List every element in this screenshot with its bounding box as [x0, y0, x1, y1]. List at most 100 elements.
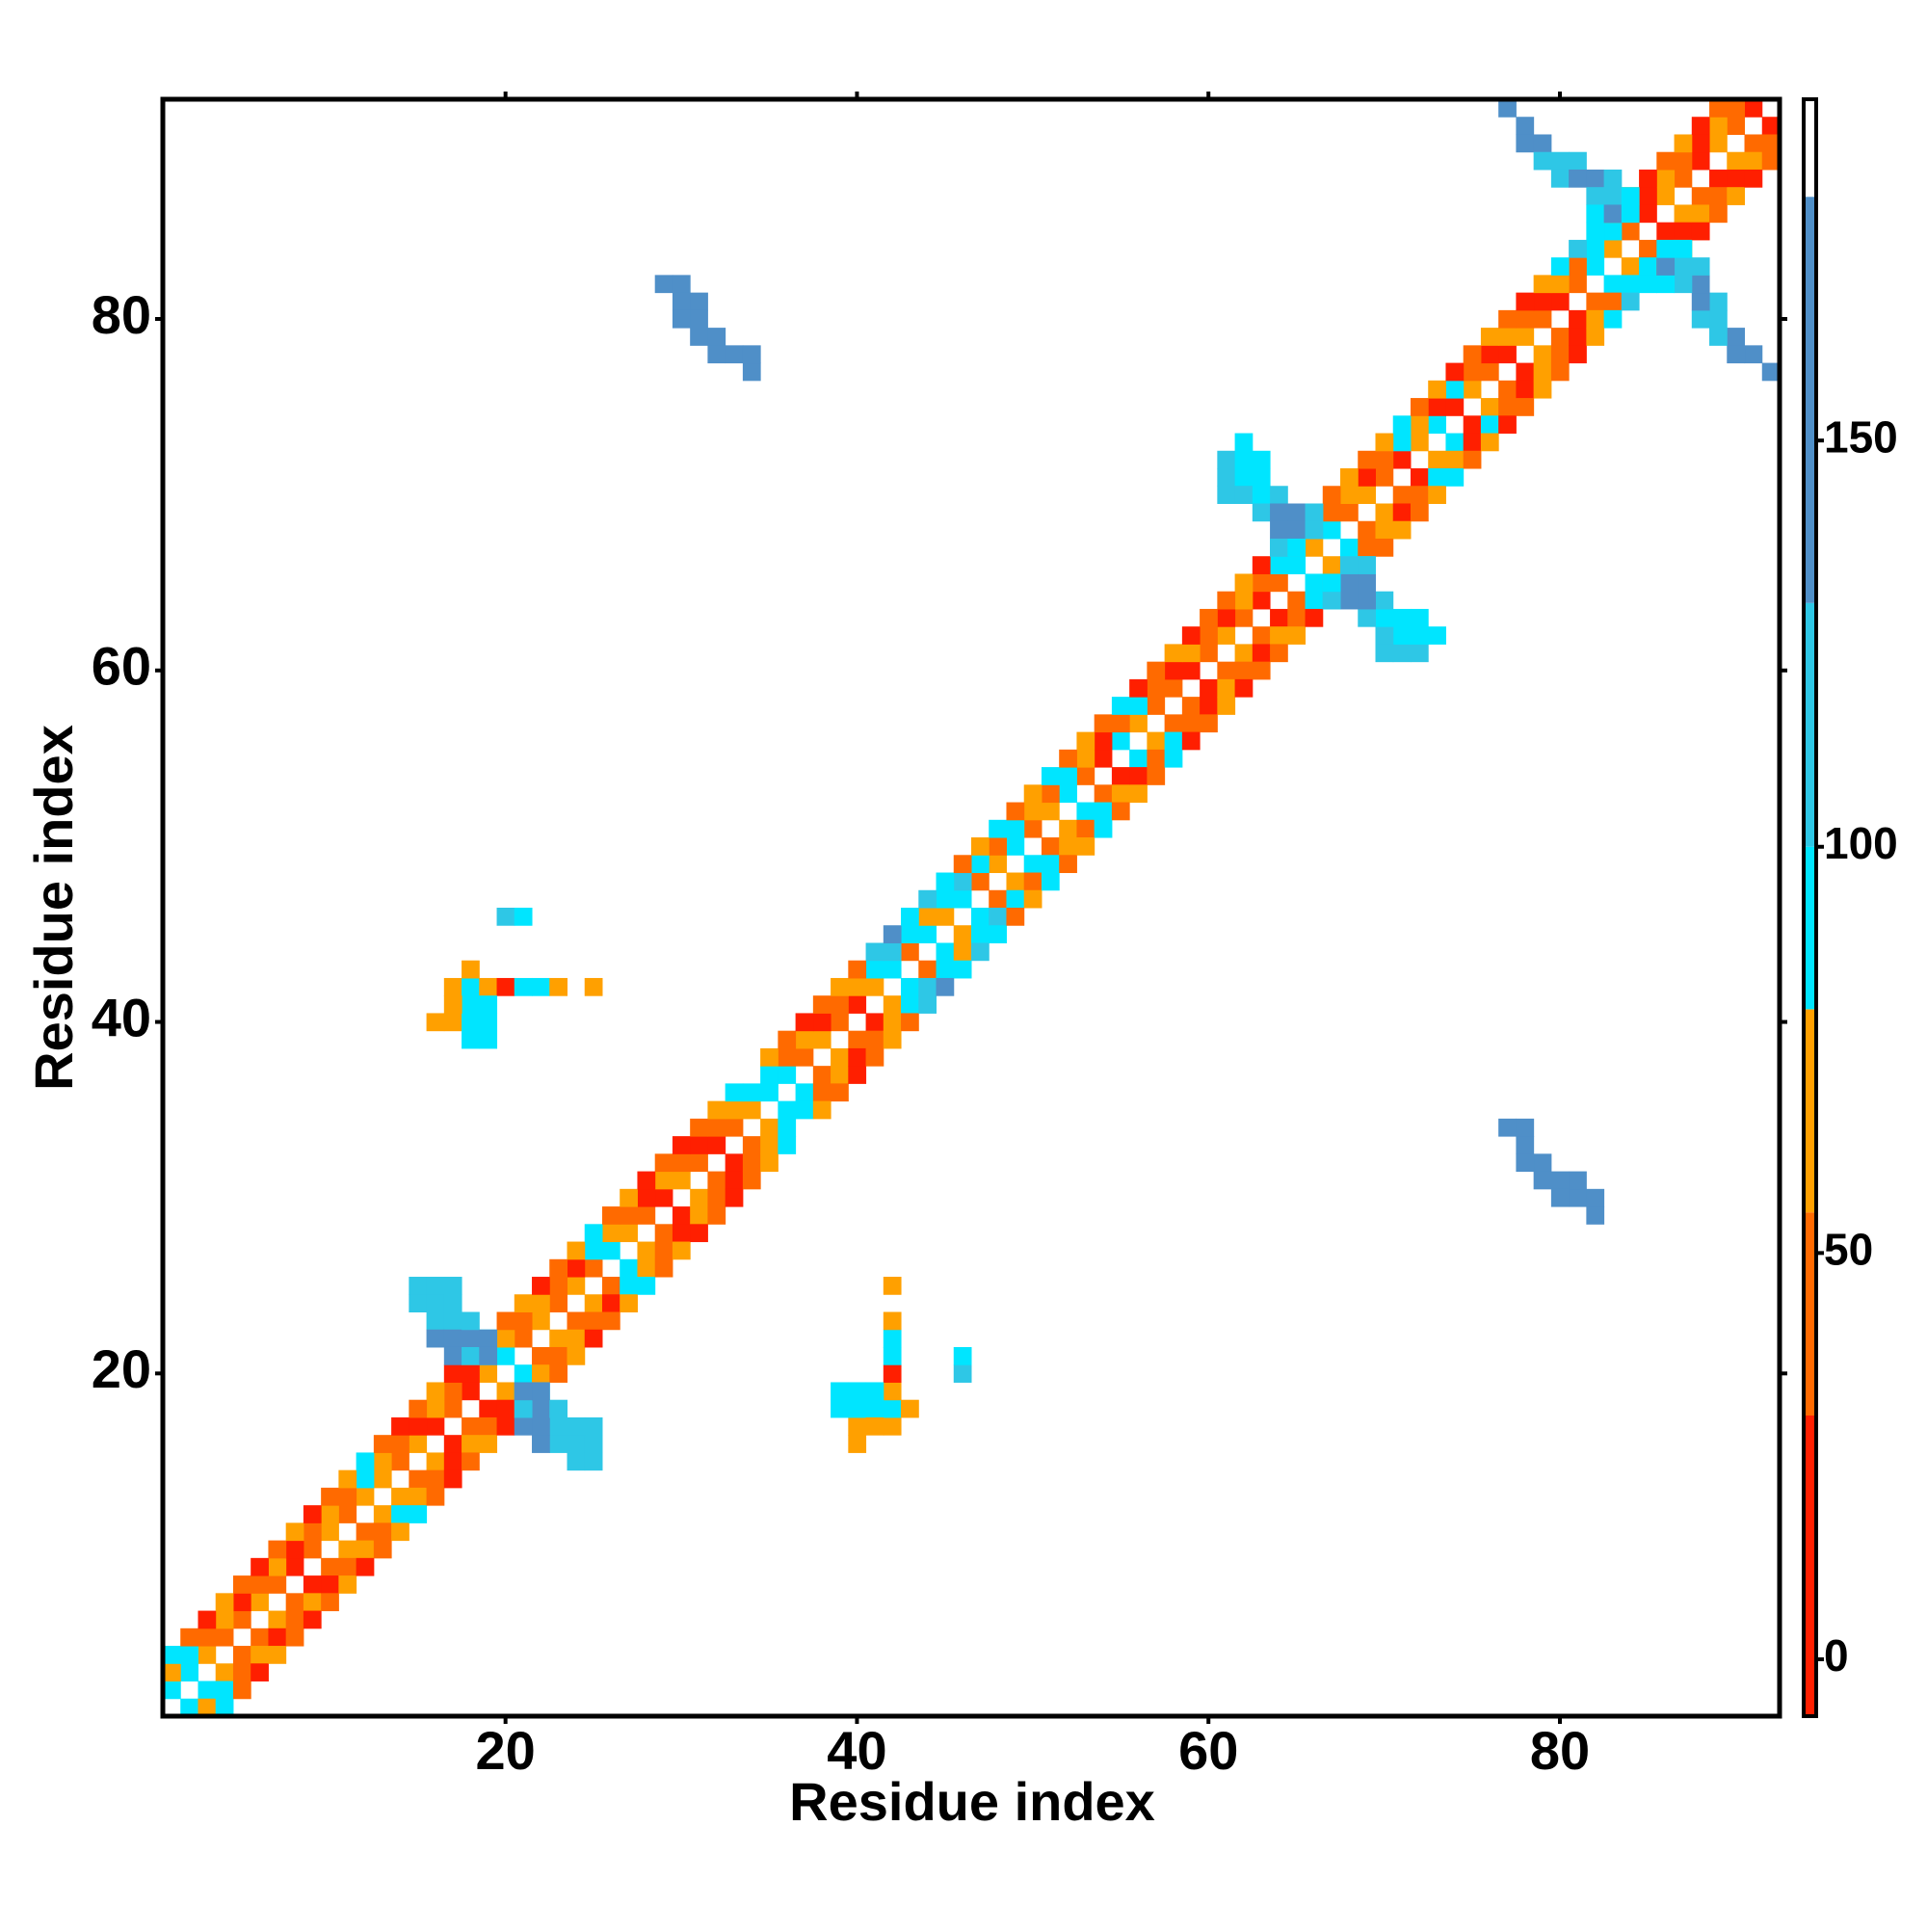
heatmap-cell — [1006, 802, 1025, 821]
heatmap-cell — [1569, 275, 1587, 294]
heatmap-cell — [251, 1628, 269, 1647]
heatmap-cell — [479, 1416, 498, 1436]
heatmap-cell — [1252, 644, 1271, 663]
heatmap-cell — [321, 1593, 339, 1612]
heatmap-cell — [1550, 151, 1570, 171]
heatmap-cell — [654, 1241, 673, 1260]
heatmap-cell — [232, 1663, 251, 1682]
heatmap-cell — [1550, 257, 1570, 276]
heatmap-cell — [1358, 468, 1376, 487]
heatmap-cell — [1498, 345, 1517, 364]
heatmap-cell — [1516, 134, 1535, 153]
heatmap-cell — [1252, 626, 1271, 645]
heatmap-cell — [1691, 204, 1710, 224]
colorbar-tick-label: 50 — [1824, 1225, 1873, 1275]
heatmap-cell — [690, 309, 708, 329]
heatmap-cell — [1340, 468, 1359, 487]
heatmap-cell — [936, 942, 955, 962]
heatmap-cell — [1428, 626, 1446, 645]
heatmap-cell — [303, 1575, 322, 1594]
heatmap-cell — [321, 1505, 339, 1523]
heatmap-cell — [567, 1277, 586, 1295]
heatmap-cell — [514, 1329, 533, 1348]
heatmap-cell — [1270, 556, 1288, 574]
heatmap-cell — [1586, 187, 1605, 205]
heatmap-cell — [760, 1083, 779, 1102]
heatmap-cell — [1234, 573, 1254, 593]
heatmap-cell — [725, 345, 744, 364]
heatmap-cell — [285, 1540, 304, 1559]
heatmap-cell — [1111, 784, 1130, 804]
heatmap-cell — [1164, 731, 1183, 751]
heatmap-cell — [426, 1452, 445, 1471]
heatmap-cell — [971, 837, 990, 856]
heatmap-cell — [1727, 345, 1746, 364]
heatmap-cell — [462, 1435, 480, 1453]
heatmap-cell — [865, 977, 884, 996]
heatmap-cell — [1358, 556, 1376, 574]
heatmap-cell — [1147, 731, 1166, 751]
heatmap-cell — [163, 1663, 181, 1682]
heatmap-cell — [180, 1663, 198, 1682]
heatmap-cell — [1621, 204, 1640, 224]
heatmap-cell — [180, 1698, 198, 1717]
heatmap-cell — [672, 275, 691, 294]
heatmap-cell — [831, 995, 849, 1014]
heatmap-cell — [426, 1382, 445, 1401]
heatmap-cell — [1709, 309, 1728, 329]
heatmap-cell — [901, 1399, 919, 1418]
heatmap-cell — [725, 1153, 744, 1173]
heatmap-cell — [1533, 1153, 1552, 1173]
heatmap-cell — [1761, 362, 1781, 382]
heatmap-cell — [338, 1487, 357, 1506]
heatmap-cell — [707, 1206, 726, 1225]
heatmap-cell — [1410, 644, 1429, 663]
heatmap-cell — [742, 1083, 761, 1102]
heatmap-cell — [391, 1435, 409, 1453]
heatmap-cell — [1164, 644, 1183, 663]
heatmap-cell — [725, 1100, 744, 1120]
heatmap-cell — [479, 977, 498, 996]
heatmap-cell — [479, 1013, 498, 1032]
heatmap-cell — [989, 889, 1007, 909]
heatmap-cell — [1094, 749, 1113, 768]
heatmap-cell — [1200, 626, 1218, 645]
heatmap-cell — [1516, 309, 1535, 329]
heatmap-cell — [1041, 767, 1060, 785]
heatmap-cell — [180, 1628, 198, 1647]
heatmap-cell — [1234, 678, 1254, 698]
heatmap-cell — [601, 1241, 620, 1260]
heatmap-cell — [1252, 450, 1271, 469]
heatmap-cell — [1586, 239, 1605, 258]
heatmap-cell — [303, 1610, 322, 1629]
heatmap-cell — [1076, 819, 1095, 838]
heatmap-cell — [1059, 749, 1077, 768]
y-tick-label: 20 — [92, 1338, 151, 1399]
heatmap-cell — [268, 1575, 287, 1594]
heatmap-cell — [1463, 450, 1482, 469]
heatmap-cell — [232, 1681, 251, 1700]
heatmap-cell — [1200, 697, 1218, 715]
heatmap-cell — [1744, 134, 1763, 153]
heatmap-cell — [831, 1083, 849, 1102]
heatmap-cell — [232, 1593, 251, 1612]
heatmap-cell — [953, 1364, 972, 1383]
heatmap-cell — [831, 1013, 849, 1032]
heatmap-cell — [742, 1153, 761, 1173]
heatmap-cell — [936, 960, 955, 979]
heatmap-cell — [1603, 187, 1623, 205]
heatmap-cell — [1709, 204, 1728, 224]
heatmap-cell — [1234, 608, 1254, 627]
heatmap-cell — [1252, 591, 1271, 610]
heatmap-cell — [1023, 889, 1043, 909]
heatmap-cell — [1656, 275, 1676, 294]
heatmap-cell — [1656, 187, 1676, 205]
heatmap-cell — [1164, 714, 1183, 733]
heatmap-cell — [584, 1258, 603, 1278]
heatmap-cell — [1059, 855, 1077, 874]
heatmap-cell — [795, 1083, 814, 1102]
heatmap-cell — [707, 328, 726, 346]
heatmap-cell — [637, 1206, 656, 1225]
colorbar-frame — [1802, 97, 1818, 1718]
heatmap-cell — [443, 977, 462, 996]
